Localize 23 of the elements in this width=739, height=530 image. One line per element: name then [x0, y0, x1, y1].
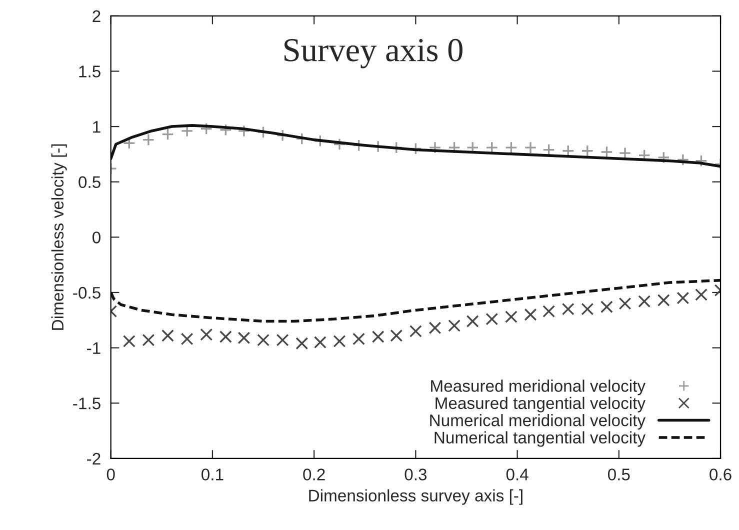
- y-axis-title: Dimensionless velocity [-]: [51, 144, 67, 330]
- y-tick-label: -2: [87, 452, 100, 464]
- y-tick-label: 1.5: [79, 66, 100, 78]
- x-tick-label: 0.1: [202, 468, 224, 480]
- x-tick-label: 0: [106, 468, 115, 480]
- x-tick-label: 0.5: [608, 468, 630, 480]
- y-tick-label: 1: [93, 121, 100, 133]
- x-axis-title: Dimensionless survey axis [-]: [309, 489, 522, 505]
- x-tick-label: 0.6: [710, 468, 732, 480]
- y-tick-label: -0.5: [73, 286, 100, 299]
- legend-label: Numerical meridional velocity: [430, 414, 646, 430]
- x-tick-label: 0.2: [303, 468, 325, 480]
- y-tick-label: 0: [92, 232, 100, 244]
- y-tick-label: 0.5: [78, 176, 100, 188]
- y-tick-label: -1.5: [73, 398, 100, 410]
- legend-label: Measured tangential velocity: [436, 396, 646, 412]
- x-tick-label: 0.3: [404, 468, 427, 480]
- y-tick-label: -1: [87, 342, 100, 354]
- legend-label: Numerical tangential velocity: [434, 431, 646, 447]
- y-tick-label: 2: [92, 10, 100, 22]
- x-tick-label: 0.4: [506, 468, 528, 480]
- legend-label: Measured meridional velocity: [431, 380, 646, 396]
- annotation: Survey axis 0: [284, 38, 462, 68]
